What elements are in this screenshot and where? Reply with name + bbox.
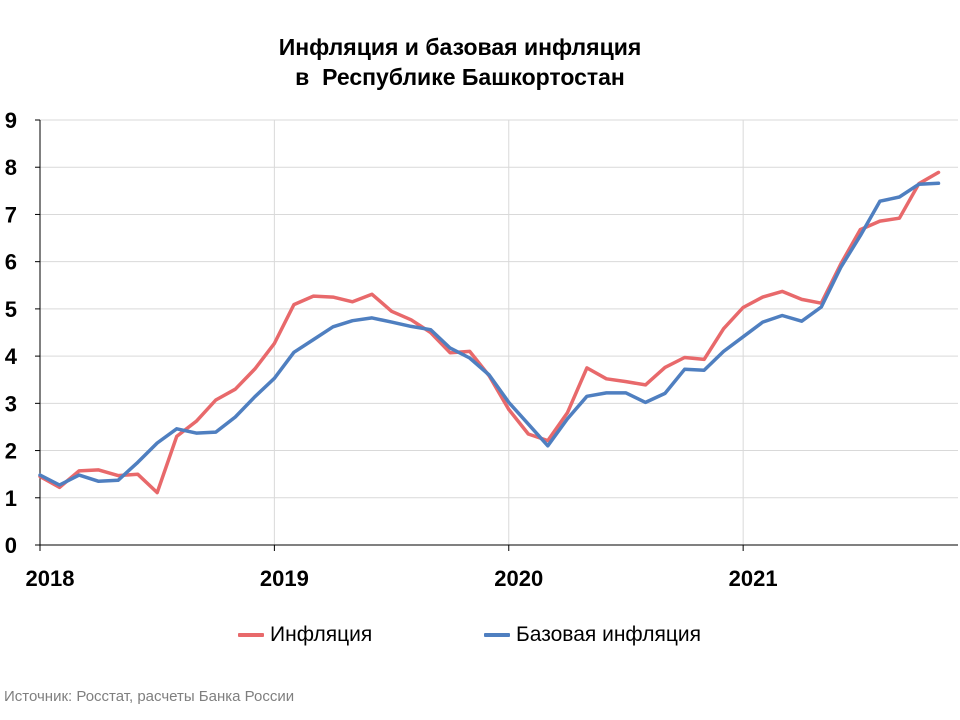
y-tick-label: 3 xyxy=(5,391,17,416)
y-tick-label: 6 xyxy=(5,250,17,275)
legend-item-core-inflation: Базовая инфляция xyxy=(484,620,701,650)
legend-swatch-core-inflation xyxy=(484,633,510,637)
series-line-core-inflation xyxy=(38,181,941,487)
legend: Инфляция Базовая инфляция xyxy=(0,620,960,650)
x-tick-label: 2021 xyxy=(729,566,778,591)
y-tick-label: 4 xyxy=(5,344,18,369)
legend-label-inflation: Инфляция xyxy=(270,623,373,646)
y-tick-label: 5 xyxy=(5,297,17,322)
y-tick-label: 1 xyxy=(5,486,17,511)
y-tick-label: 8 xyxy=(5,155,17,180)
x-tick-label: 2020 xyxy=(494,566,543,591)
y-tick-labels: 0 1 2 3 4 5 6 7 8 9 xyxy=(5,108,18,558)
series-lines xyxy=(38,170,941,495)
y-tick-label: 0 xyxy=(5,533,17,558)
axes xyxy=(35,119,958,551)
x-tick-labels: 2018 2019 2020 2021 xyxy=(26,566,778,591)
chart-title-line-1: Инфляция и базовая инфляция xyxy=(278,34,642,60)
chart-title: Инфляция и базовая инфляция в Республике… xyxy=(0,32,920,92)
legend-swatch-inflation xyxy=(238,633,264,637)
x-tick-label: 2019 xyxy=(260,566,309,591)
series-line-inflation xyxy=(38,170,941,495)
y-tick-label: 9 xyxy=(5,108,17,133)
gridlines xyxy=(40,119,958,545)
x-tick-label: 2018 xyxy=(26,566,75,591)
y-tick-label: 7 xyxy=(5,202,17,227)
legend-label-core-inflation: Базовая инфляция xyxy=(516,623,702,646)
chart-title-line-2: в Республике Башкортостан xyxy=(295,64,625,90)
legend-item-inflation: Инфляция xyxy=(238,620,372,650)
y-tick-label: 2 xyxy=(5,439,17,464)
source-note: Источник: Росстат, расчеты Банка России xyxy=(4,688,295,705)
